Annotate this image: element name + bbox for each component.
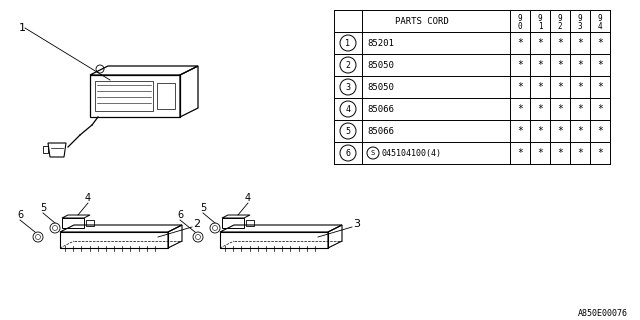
Text: *: * [517,82,523,92]
Text: *: * [537,126,543,136]
Text: *: * [577,104,583,114]
Text: *: * [537,38,543,48]
Text: 5: 5 [200,203,206,213]
Text: 4: 4 [598,21,602,30]
Text: 6: 6 [346,148,351,157]
Text: *: * [597,60,603,70]
Text: 6: 6 [17,210,23,220]
Text: 1: 1 [19,23,26,33]
Text: 6: 6 [177,210,183,220]
Text: 5: 5 [40,203,46,213]
Text: 2: 2 [193,219,200,229]
Text: *: * [577,148,583,158]
Text: 0: 0 [518,21,522,30]
Text: *: * [517,60,523,70]
Text: *: * [517,38,523,48]
Text: 045104100(4): 045104100(4) [381,148,441,157]
Text: 1: 1 [538,21,542,30]
Text: 85050: 85050 [367,60,394,69]
Text: *: * [597,104,603,114]
Text: *: * [517,104,523,114]
Text: 3: 3 [346,83,351,92]
Text: 4: 4 [85,193,91,203]
Text: 9: 9 [557,13,563,22]
Text: 9: 9 [578,13,582,22]
Text: *: * [557,126,563,136]
Text: 85066: 85066 [367,105,394,114]
Text: *: * [597,38,603,48]
Text: *: * [537,60,543,70]
Text: *: * [597,148,603,158]
Text: 4: 4 [346,105,351,114]
Text: 2: 2 [557,21,563,30]
Text: *: * [557,82,563,92]
Text: *: * [557,38,563,48]
Text: *: * [557,60,563,70]
Text: *: * [557,148,563,158]
Text: 5: 5 [346,126,351,135]
Text: *: * [577,60,583,70]
Text: *: * [577,82,583,92]
Text: 85050: 85050 [367,83,394,92]
Text: S: S [371,150,375,156]
Text: 3: 3 [353,219,360,229]
Text: *: * [537,148,543,158]
Text: 9: 9 [518,13,522,22]
Text: *: * [517,126,523,136]
Text: 2: 2 [346,60,351,69]
Text: *: * [597,126,603,136]
Text: A850E00076: A850E00076 [578,309,628,318]
Text: *: * [517,148,523,158]
Text: *: * [557,104,563,114]
Text: 1: 1 [346,38,351,47]
Text: *: * [577,126,583,136]
Text: *: * [537,104,543,114]
Text: *: * [537,82,543,92]
Text: 85201: 85201 [367,38,394,47]
Text: *: * [577,38,583,48]
Text: 3: 3 [578,21,582,30]
Text: 9: 9 [538,13,542,22]
Text: 85066: 85066 [367,126,394,135]
Text: *: * [597,82,603,92]
Text: 9: 9 [598,13,602,22]
Text: PARTS CORD: PARTS CORD [395,17,449,26]
Text: 4: 4 [245,193,251,203]
